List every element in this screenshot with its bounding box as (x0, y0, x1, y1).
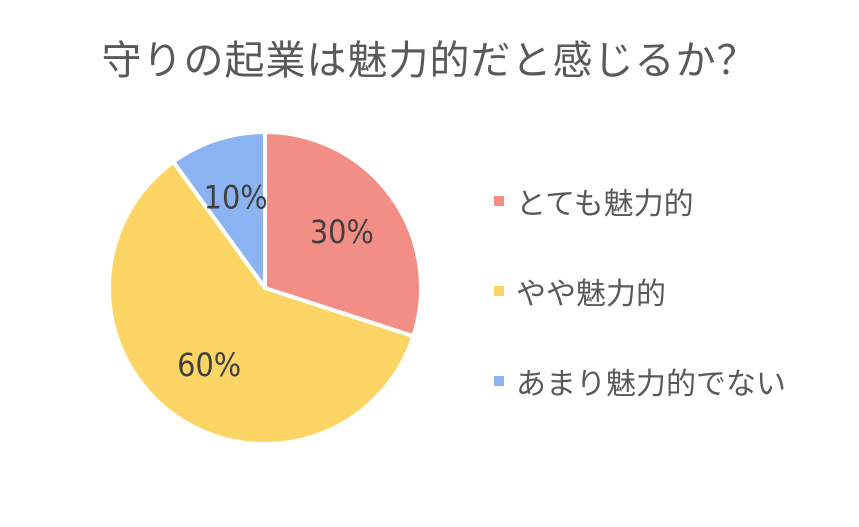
pie-slice-3 (171, 130, 267, 290)
pie-slice-1 (263, 130, 423, 339)
legend-item-2: やや魅力的 (494, 268, 786, 314)
legend-swatch-3 (494, 376, 504, 386)
chart-title: 守りの起業は魅力的だと感じるか？ (101, 38, 758, 84)
legend-label-3: あまり魅力的でない (516, 367, 786, 402)
slice-label-3: 10% (204, 179, 268, 217)
legend-label-2: やや魅力的 (516, 277, 666, 312)
legend-label-1: とても魅力的 (516, 187, 694, 222)
pie-slice-2 (107, 159, 416, 446)
chart-legend: とても魅力的 やや魅力的あまり魅力的でない (494, 178, 786, 448)
legend-swatch-1 (494, 196, 504, 206)
legend-item-3: あまり魅力的でない (494, 358, 786, 404)
slice-label-1: 30% (310, 213, 374, 251)
legend-item-1: とても魅力的 (494, 178, 786, 224)
legend-swatch-2 (494, 286, 504, 296)
slice-label-2: 60% (177, 346, 241, 384)
